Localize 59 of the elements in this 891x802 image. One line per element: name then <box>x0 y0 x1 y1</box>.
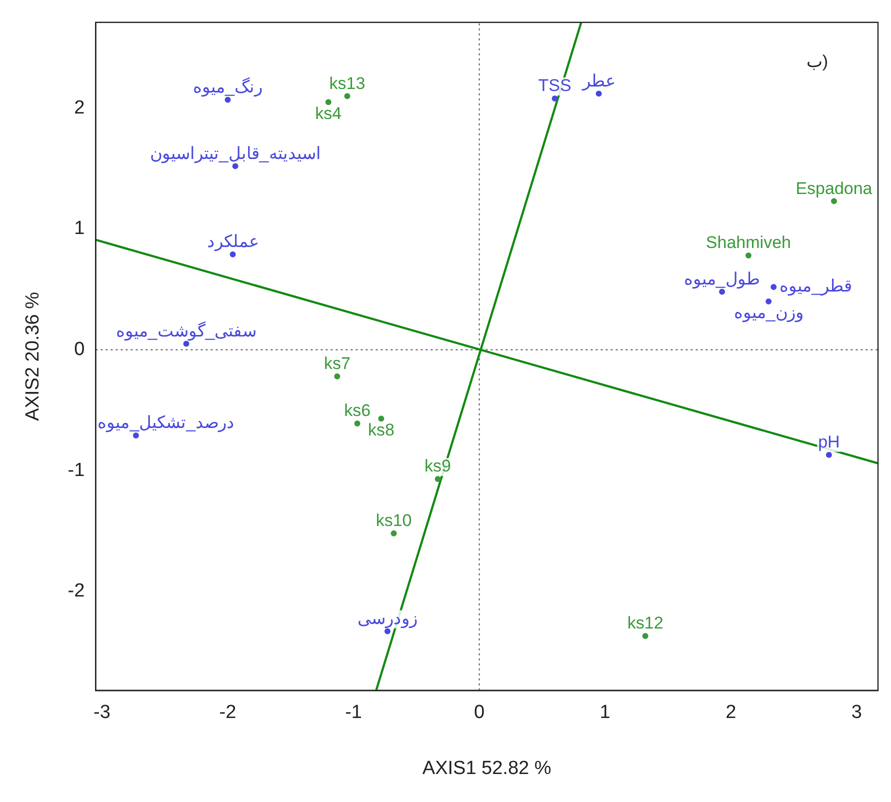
point <box>183 340 190 347</box>
point <box>334 373 340 380</box>
x-axis-title: AXIS1 52.82 % <box>422 758 552 779</box>
annotation: ks12 <box>627 614 664 633</box>
point <box>230 251 236 258</box>
annotation: ks7 <box>324 354 350 374</box>
x-tick-label: 2 <box>726 702 736 724</box>
annotation: pH <box>818 432 840 452</box>
y-tick-label: 0 <box>74 338 85 360</box>
point <box>745 252 752 259</box>
annotation: سفتی_گوشت_میوه <box>116 320 257 342</box>
annotation: عملکرد <box>206 232 259 252</box>
point <box>384 628 390 634</box>
x-tick-label: -3 <box>94 702 110 724</box>
x-tick-label: 1 <box>600 702 610 724</box>
annotation: درصد_تشکیل_میوه <box>98 413 235 434</box>
x-tick-label: -2 <box>219 702 236 724</box>
x-tick-label: -1 <box>345 702 362 724</box>
point <box>770 284 777 290</box>
y-tick-label: 2 <box>74 97 85 118</box>
point <box>766 298 772 304</box>
annotation: قطر_میوه <box>780 276 852 297</box>
annotation: عطر <box>581 71 616 92</box>
annotation: طول_میوه <box>684 269 760 290</box>
y-tick-label: 1 <box>74 218 85 240</box>
point <box>378 416 384 422</box>
annotation: ks10 <box>376 511 412 530</box>
annotation: ks8 <box>368 420 394 440</box>
annotation: Shahmiveh <box>706 233 791 252</box>
y-tick-label: -1 <box>68 460 85 481</box>
point <box>390 530 397 536</box>
annotation: TSS <box>538 76 572 96</box>
y-axis-title: AXIS2 20.36 % <box>22 292 44 421</box>
point <box>719 288 726 295</box>
annotation: ks9 <box>424 456 452 476</box>
point <box>826 452 832 458</box>
point <box>232 163 238 170</box>
point <box>642 633 648 640</box>
point <box>354 420 360 426</box>
point <box>830 198 837 204</box>
annotation: ks4 <box>315 104 342 123</box>
y-tick-label: -2 <box>68 580 85 602</box>
annotation: ks13 <box>329 74 366 93</box>
annotation: رنگ_میوه <box>193 76 262 98</box>
x-tick-label: 0 <box>474 702 485 724</box>
annotation: ks6 <box>344 401 371 420</box>
annotation: اسیدیته_قابل_تیتراسیون <box>150 144 321 164</box>
point <box>434 476 441 482</box>
point <box>552 96 558 102</box>
annotation: Espadona <box>796 178 873 198</box>
point <box>132 432 139 439</box>
point <box>344 93 350 100</box>
point <box>224 96 231 103</box>
annotation: زودرسی <box>357 608 418 629</box>
annotation: ب) <box>806 52 828 72</box>
point <box>596 90 602 97</box>
annotation: وزن_میوه <box>734 303 804 324</box>
x-tick-label: 3 <box>851 702 862 724</box>
point <box>325 99 332 106</box>
